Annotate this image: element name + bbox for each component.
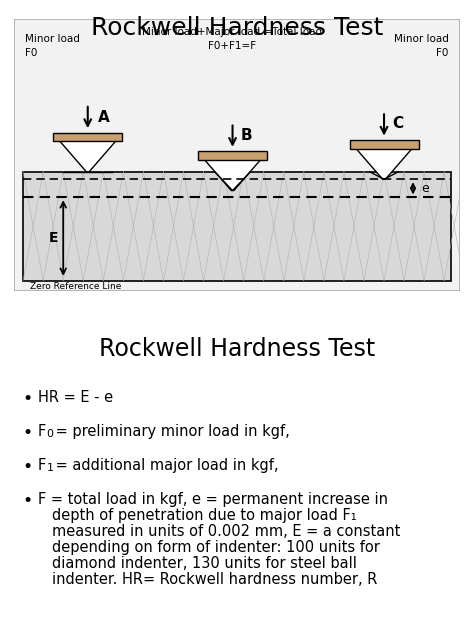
Text: 0: 0 (46, 429, 54, 439)
Text: Rockwell Hardness Test: Rockwell Hardness Test (91, 16, 383, 40)
Text: •: • (22, 458, 32, 476)
Bar (23, 172, 451, 281)
Text: = additional major load in kgf,: = additional major load in kgf, (51, 458, 279, 473)
Text: F0: F0 (436, 48, 448, 58)
Text: Rockwell Hardness Test: Rockwell Hardness Test (99, 337, 375, 362)
Text: •: • (22, 492, 32, 510)
Polygon shape (356, 149, 412, 179)
Polygon shape (205, 160, 260, 190)
Text: Zero Reference Line: Zero Reference Line (30, 283, 121, 291)
Text: indenter. HR= Rockwell hardness number, R: indenter. HR= Rockwell hardness number, … (52, 572, 377, 587)
Bar (198, 152, 267, 160)
Text: 1: 1 (46, 463, 54, 473)
Text: measured in units of 0.002 mm, E = a constant: measured in units of 0.002 mm, E = a con… (52, 524, 401, 539)
Text: HR = E - e: HR = E - e (38, 391, 113, 405)
Bar (349, 140, 419, 149)
Text: C: C (392, 116, 403, 131)
Polygon shape (60, 141, 116, 172)
Text: F0+F1=F: F0+F1=F (209, 41, 256, 51)
Text: diamond indenter, 130 units for steel ball: diamond indenter, 130 units for steel ba… (52, 556, 357, 571)
Text: e: e (421, 182, 429, 195)
Text: = preliminary minor load in kgf,: = preliminary minor load in kgf, (51, 424, 290, 439)
Text: F: F (38, 424, 46, 439)
Text: A: A (98, 110, 109, 125)
Text: E: E (49, 231, 58, 245)
Text: F: F (38, 458, 46, 473)
Text: •: • (22, 391, 32, 408)
Text: •: • (22, 424, 32, 442)
Bar (53, 133, 122, 141)
Text: F = total load in kgf, e = permanent increase in: F = total load in kgf, e = permanent inc… (38, 492, 388, 507)
Text: Minor load+Major load =Total load: Minor load+Major load =Total load (143, 27, 323, 37)
Text: depending on form of indenter: 100 units for: depending on form of indenter: 100 units… (52, 540, 380, 555)
Text: B: B (241, 128, 252, 143)
Text: Minor load: Minor load (394, 34, 448, 44)
Text: F0: F0 (25, 48, 38, 58)
Text: Minor load: Minor load (25, 34, 80, 44)
Text: depth of penetration due to major load F₁: depth of penetration due to major load F… (52, 508, 356, 523)
